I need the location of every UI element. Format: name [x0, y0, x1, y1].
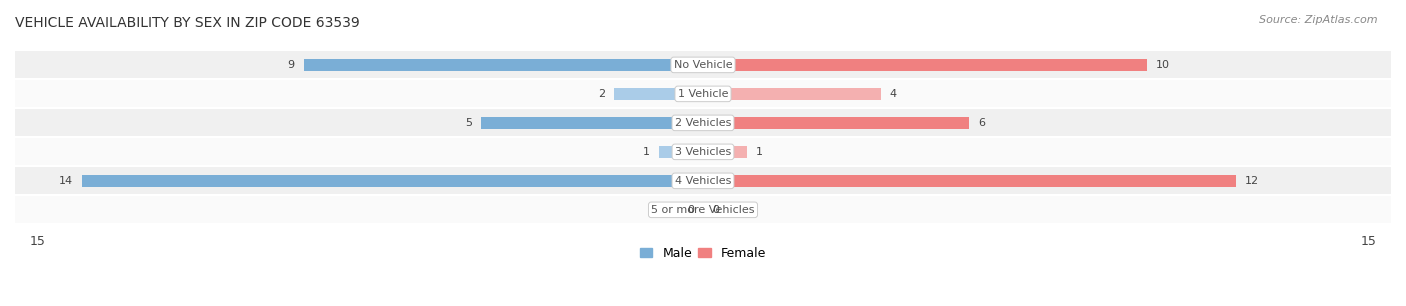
Bar: [304, 59, 703, 71]
Text: 12: 12: [1244, 176, 1258, 186]
Text: 0: 0: [688, 205, 695, 215]
Text: 2 Vehicles: 2 Vehicles: [675, 118, 731, 128]
Text: 6: 6: [979, 118, 986, 128]
Bar: [703, 175, 1236, 187]
Bar: [703, 146, 748, 158]
Bar: [658, 146, 703, 158]
Text: 3 Vehicles: 3 Vehicles: [675, 147, 731, 157]
Bar: [0, 80, 1406, 107]
Text: VEHICLE AVAILABILITY BY SEX IN ZIP CODE 63539: VEHICLE AVAILABILITY BY SEX IN ZIP CODE …: [15, 16, 360, 30]
Text: 1: 1: [756, 147, 763, 157]
Bar: [0, 167, 1406, 194]
Bar: [0, 196, 1406, 223]
Bar: [703, 117, 969, 129]
Legend: Male, Female: Male, Female: [636, 242, 770, 265]
Text: 5 or more Vehicles: 5 or more Vehicles: [651, 205, 755, 215]
Bar: [703, 59, 1147, 71]
Text: 9: 9: [287, 60, 295, 70]
Text: 1 Vehicle: 1 Vehicle: [678, 89, 728, 99]
Bar: [614, 88, 703, 100]
Bar: [0, 51, 1406, 78]
Text: 5: 5: [465, 118, 472, 128]
Text: 1: 1: [643, 147, 650, 157]
Text: No Vehicle: No Vehicle: [673, 60, 733, 70]
Bar: [703, 88, 880, 100]
Text: Source: ZipAtlas.com: Source: ZipAtlas.com: [1260, 15, 1378, 25]
Text: 4 Vehicles: 4 Vehicles: [675, 176, 731, 186]
Bar: [0, 109, 1406, 136]
Bar: [0, 138, 1406, 165]
Text: 4: 4: [890, 89, 897, 99]
Text: 14: 14: [59, 176, 73, 186]
Text: 10: 10: [1156, 60, 1170, 70]
Text: 0: 0: [711, 205, 718, 215]
Bar: [82, 175, 703, 187]
Bar: [481, 117, 703, 129]
Text: 2: 2: [598, 89, 606, 99]
